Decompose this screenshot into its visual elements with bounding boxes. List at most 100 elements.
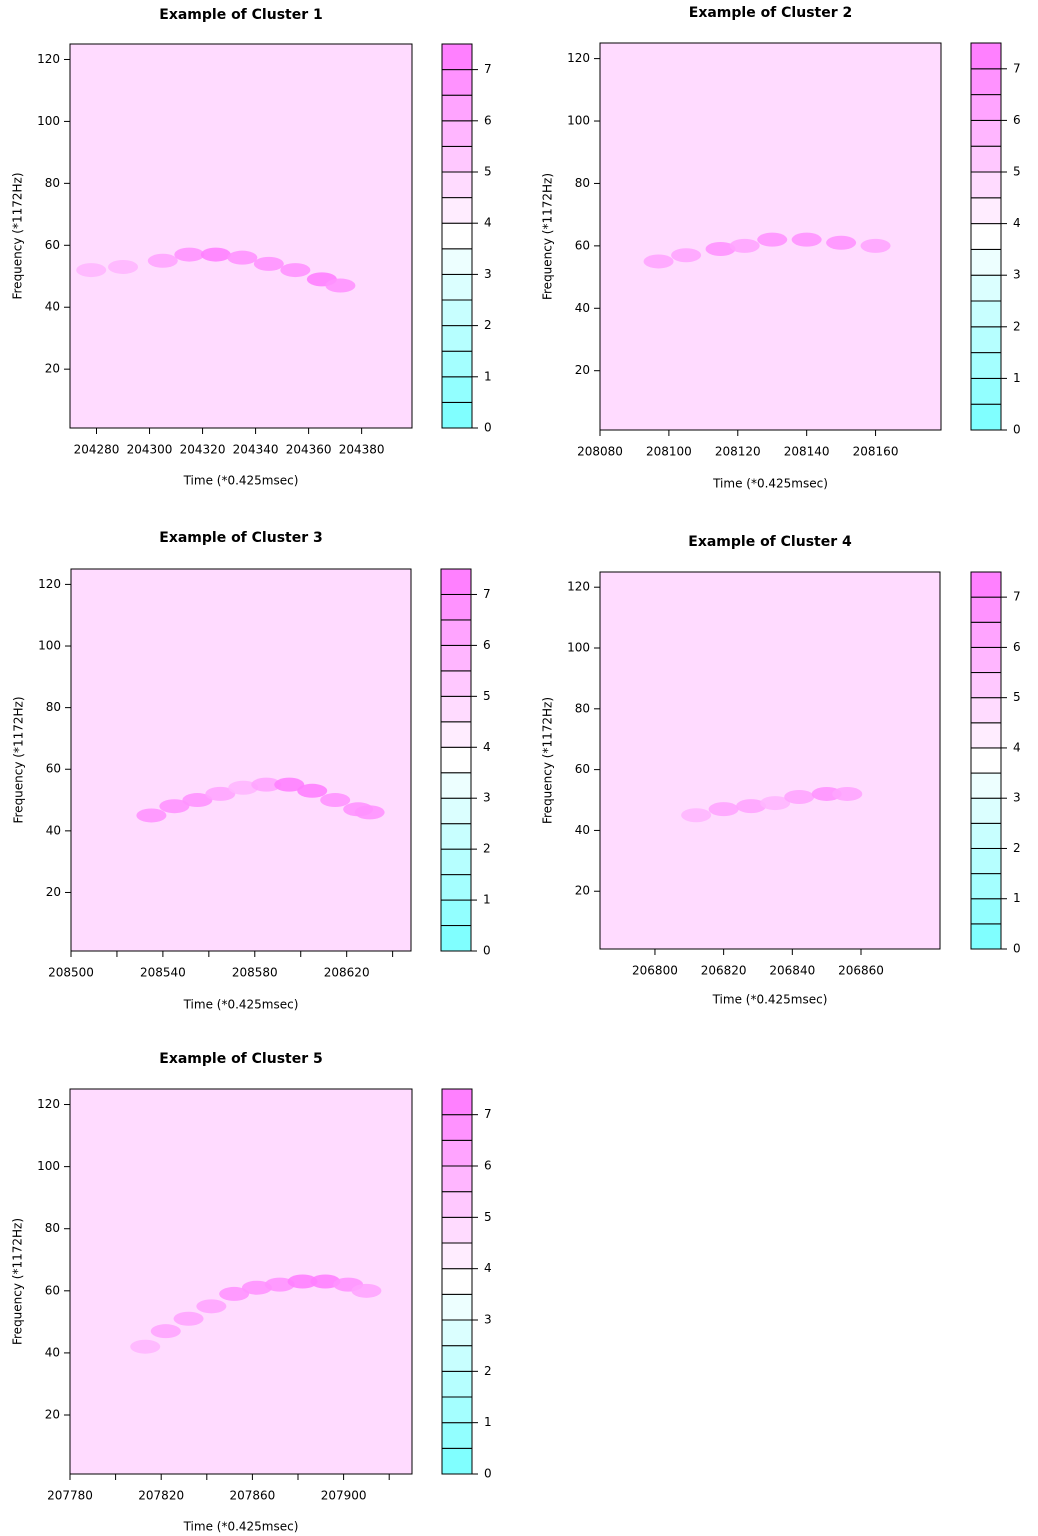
x-tick-label: 208100 [646,445,692,459]
ridge-cell [860,238,891,253]
x-tick-label: 208540 [140,966,186,980]
colorbar-band [970,672,1002,699]
panel: Example of Cluster 520406080100120207780… [11,1051,492,1534]
x-tick-label: 207860 [229,1489,275,1503]
colorbar-band [970,223,1002,250]
x-tick-label: 206820 [701,964,747,978]
colorbar-band [970,403,1002,431]
ridge-cell [784,789,815,804]
colorbar-tick-label: 7 [1013,61,1021,75]
colorbar-band [970,274,1002,302]
colorbar-tick-label: 1 [484,1415,492,1429]
colorbar-band [440,746,472,774]
y-tick-label: 80 [45,1221,60,1235]
colorbar-band [440,644,472,672]
ridge-cell [227,250,258,265]
colorbar-band [440,695,472,723]
x-tick-label: 208580 [232,966,278,980]
ridge-cell [173,1311,204,1326]
colorbar-band [441,69,473,96]
colorbar-band [970,772,1002,799]
y-tick-label: 40 [575,823,590,837]
colorbar-band [441,145,473,173]
colorbar-tick-label: 4 [1013,740,1021,754]
colorbar-tick-label: 6 [1013,640,1021,654]
chart-title: Example of Cluster 2 [689,5,852,21]
y-tick-label: 40 [575,301,590,315]
colorbar-tick-label: 2 [1013,319,1021,333]
ridge-cell [643,254,674,269]
colorbar-tick-label: 7 [484,62,492,76]
panel: Example of Cluster 220406080100120208080… [541,5,1021,491]
ridge-cell [219,1286,250,1301]
ridge-cell [671,248,702,263]
colorbar-band [441,1422,473,1449]
x-axis-label: Time (*0.425msec) [712,477,828,491]
colorbar-band [970,797,1002,824]
x-tick-label: 204360 [286,443,332,457]
colorbar-tick-label: 4 [484,216,492,230]
colorbar-band [970,822,1002,849]
colorbar-tick-label: 2 [484,318,492,332]
colorbar-tick-label: 3 [484,1313,492,1327]
colorbar-tick-label: 2 [1013,841,1021,855]
field-background [71,569,411,951]
colorbar-band [970,646,1002,674]
colorbar-tick-label: 6 [484,113,492,127]
colorbar-tick-label: 0 [484,1467,492,1481]
y-tick-label: 100 [38,639,61,653]
colorbar-band [441,120,473,147]
x-tick-label: 208160 [853,445,899,459]
y-tick-label: 120 [37,1097,60,1111]
colorbar-band [970,873,1002,900]
x-tick-label: 208080 [577,445,623,459]
y-tick-label: 80 [46,700,61,714]
ridge-cell [150,1324,181,1339]
colorbar-band [440,721,472,748]
colorbar-band [441,1447,473,1475]
ridge-cell [320,793,351,808]
x-tick-label: 208620 [324,966,370,980]
colorbar-band [970,847,1002,875]
y-tick-label: 40 [46,823,61,837]
colorbar-band [440,568,472,595]
field-background [600,572,940,949]
colorbar-band [441,1088,473,1116]
colorbar-tick-label: 4 [484,1261,492,1275]
colorbar-band [970,326,1002,354]
colorbar-band [441,376,473,403]
colorbar-band [970,300,1002,328]
colorbar-band [441,171,473,199]
plot-frame [599,42,942,431]
colorbar-band [441,43,473,71]
y-tick-label: 60 [575,238,590,252]
colorbar-tick-label: 0 [484,421,492,435]
ridge-cell [159,799,190,814]
colorbar-band [440,772,472,799]
colorbar-band [441,248,473,275]
y-tick-label: 120 [567,580,590,594]
chart-title: Example of Cluster 1 [159,7,322,23]
colorbar-band [970,898,1002,925]
colorbar-tick-label: 5 [484,1210,492,1224]
colorbar-band [441,1396,473,1424]
ridge-cell [757,232,788,247]
colorbar-band [970,621,1002,648]
colorbar-band [970,722,1002,749]
chart-title: Example of Cluster 3 [159,530,322,546]
y-tick-label: 120 [567,51,590,65]
colorbar-band [441,197,473,224]
x-tick-label: 204300 [127,443,173,457]
y-tick-label: 120 [37,52,60,66]
colorbar-band [441,1319,473,1347]
ridge-cell [200,247,231,262]
x-tick-label: 207820 [138,1489,184,1503]
colorbar-band [970,119,1002,147]
colorbar-band [441,94,473,122]
ridge-cell [280,263,311,278]
colorbar-band [440,823,472,850]
ridge-cell [205,786,236,801]
colorbar-tick-label: 3 [1013,791,1021,805]
ridge-cell [729,238,760,253]
